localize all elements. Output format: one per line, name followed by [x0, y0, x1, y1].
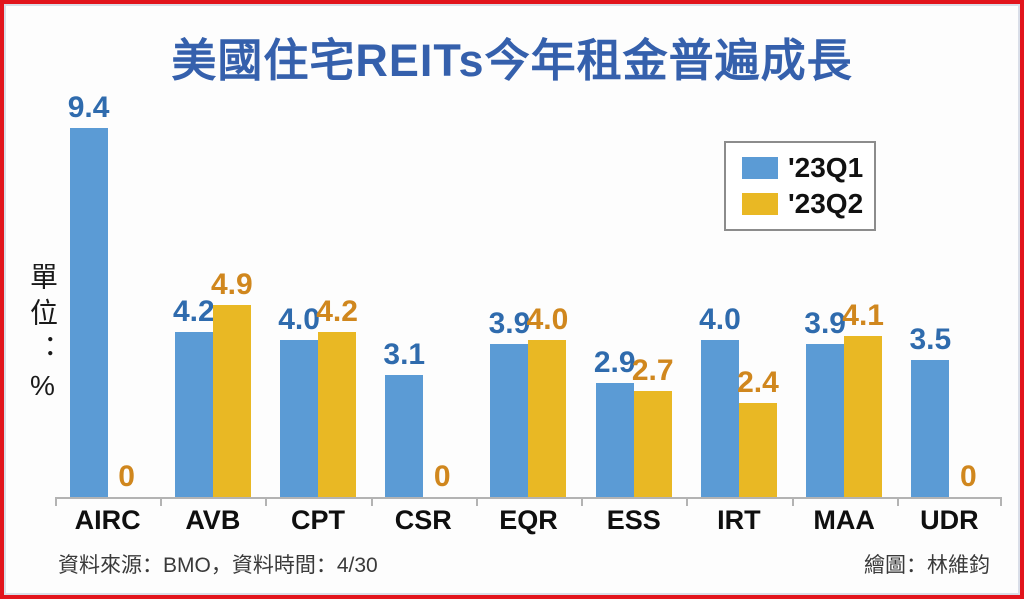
bars-container: 9.4 0 4.2 4.9 4.0 4.2 3.1 0 3.9 4.0 2.9 2.7 4.0 2.4 3.… — [55, 93, 1002, 497]
bar-slot: 4.0 — [278, 97, 320, 497]
bar-slot: 0 — [423, 97, 461, 497]
bar-cpt-23Q1 — [280, 340, 319, 497]
bar-value-label: 3.5 — [909, 323, 952, 356]
legend-swatch — [742, 157, 778, 180]
bar-slot: 3.9 — [804, 97, 846, 497]
bar-ess-23Q1 — [595, 383, 634, 497]
bar-value-label: 2.9 — [593, 346, 636, 379]
chart-title: 美國住宅REITs今年租金普遍成長 — [171, 35, 853, 86]
bar-value-label: 3.9 — [804, 307, 846, 340]
axis-tick — [1000, 497, 1002, 506]
plot-area: 9.4 0 4.2 4.9 4.0 4.2 3.1 0 3.9 4.0 2.9 2.7 4.0 2.4 3.… — [55, 93, 1002, 506]
axis-tick — [686, 497, 689, 506]
bar-cpt-23Q2 — [318, 332, 357, 497]
bar-group-avb: 4.2 4.9 — [160, 97, 265, 497]
legend-swatch — [742, 192, 778, 215]
bar-airc-23Q1 — [69, 128, 108, 497]
y-axis-unit-label: 單位：% — [27, 262, 58, 409]
bar-group-csr: 3.1 0 — [371, 97, 476, 497]
bar-group-airc: 9.4 0 — [55, 93, 160, 497]
x-axis-labels: AIRC AVB CPT CSR EQR ESS IRT MAA UDR — [55, 505, 1002, 536]
x-label-airc: AIRC — [74, 505, 141, 535]
bar-value-label: 0 — [960, 460, 977, 493]
bar-value-label: 4.0 — [699, 303, 741, 336]
legend-item-23Q2: '23Q2 — [742, 187, 874, 219]
x-label-eqr: EQR — [499, 505, 558, 535]
axis-tick — [160, 497, 163, 506]
axis-tick — [791, 497, 794, 506]
bar-value-label: 4.0 — [278, 303, 320, 336]
bar-irt-23Q1 — [700, 340, 739, 497]
footer: 資料來源：BMO，資料時間：4/30 繪圖：林維鈞 — [0, 549, 1024, 579]
bar-slot: 4.1 — [842, 97, 884, 497]
bar-slot: 4.2 — [172, 97, 215, 497]
bar-slot: 2.4 — [737, 97, 779, 497]
bar-slot: 2.9 — [593, 97, 636, 497]
bar-value-label: 0 — [433, 460, 451, 493]
bar-slot: 2.7 — [631, 97, 674, 497]
axis-tick — [55, 497, 57, 506]
bar-slot: 4.9 — [210, 97, 253, 497]
x-label-cpt: CPT — [291, 505, 346, 535]
x-label-avb: AVB — [185, 505, 241, 535]
bar-value-label: 4.2 — [316, 295, 358, 328]
x-axis-ticks — [55, 497, 1002, 506]
bar-slot: 0 — [949, 97, 987, 497]
bar-slot: 4.2 — [316, 97, 358, 497]
bar-slot: 3.5 — [909, 97, 952, 497]
bar-group-cpt: 4.0 4.2 — [265, 97, 370, 497]
bar-slot: 0 — [108, 97, 146, 497]
legend: '23Q1'23Q2 — [724, 141, 876, 231]
bar-group-eqr: 3.9 4.0 — [476, 97, 581, 497]
bar-slot: 3.9 — [488, 97, 531, 497]
bar-value-label: 2.4 — [737, 366, 779, 399]
credit-note: 繪圖：林維鈞 — [864, 554, 990, 577]
bar-irt-23Q2 — [738, 403, 777, 497]
bar-csr-23Q1 — [385, 375, 424, 497]
bar-avb-23Q2 — [212, 305, 251, 497]
bar-value-label: 3.1 — [383, 338, 426, 371]
x-label-csr: CSR — [394, 505, 452, 535]
legend-item-23Q1: '23Q1 — [742, 154, 874, 182]
bar-slot: 9.4 — [68, 93, 109, 497]
bar-udr-23Q1 — [911, 360, 950, 497]
x-label-maa: MAA — [813, 505, 875, 535]
bar-value-label: 9.4 — [67, 91, 110, 124]
bar-eqr-23Q2 — [528, 340, 567, 497]
bar-maa-23Q2 — [844, 336, 883, 497]
axis-tick — [581, 497, 584, 506]
bar-slot: 3.1 — [383, 97, 426, 497]
bar-slot: 4.0 — [526, 97, 569, 497]
bar-group-ess: 2.9 2.7 — [581, 97, 686, 497]
bar-group-udr: 3.5 0 — [897, 97, 1002, 497]
x-label-udr: UDR — [920, 505, 979, 535]
bar-value-label: 4.0 — [526, 303, 569, 336]
legend-label: '23Q1 — [788, 152, 864, 184]
bar-slot: 4.0 — [699, 97, 741, 497]
bar-group-irt: 4.0 2.4 — [686, 97, 791, 497]
source-note: 資料來源：BMO，資料時間：4/30 — [58, 554, 378, 577]
axis-tick — [370, 497, 373, 506]
bar-value-label: 0 — [118, 460, 135, 493]
axis-tick — [265, 497, 268, 506]
bar-value-label: 4.9 — [210, 268, 253, 301]
bar-avb-23Q1 — [174, 332, 213, 497]
axis-tick — [475, 497, 478, 506]
axis-tick — [896, 497, 899, 506]
bar-group-maa: 3.9 4.1 — [792, 97, 897, 497]
bar-ess-23Q2 — [633, 391, 672, 497]
bar-value-label: 3.9 — [488, 307, 531, 340]
legend-label: '23Q2 — [788, 187, 864, 219]
bar-value-label: 4.1 — [842, 299, 884, 332]
bar-maa-23Q1 — [806, 344, 845, 497]
bar-eqr-23Q1 — [490, 344, 529, 497]
bar-value-label: 4.2 — [172, 295, 215, 328]
x-label-irt: IRT — [717, 505, 761, 535]
x-label-ess: ESS — [606, 505, 661, 535]
bar-value-label: 2.7 — [631, 354, 674, 387]
